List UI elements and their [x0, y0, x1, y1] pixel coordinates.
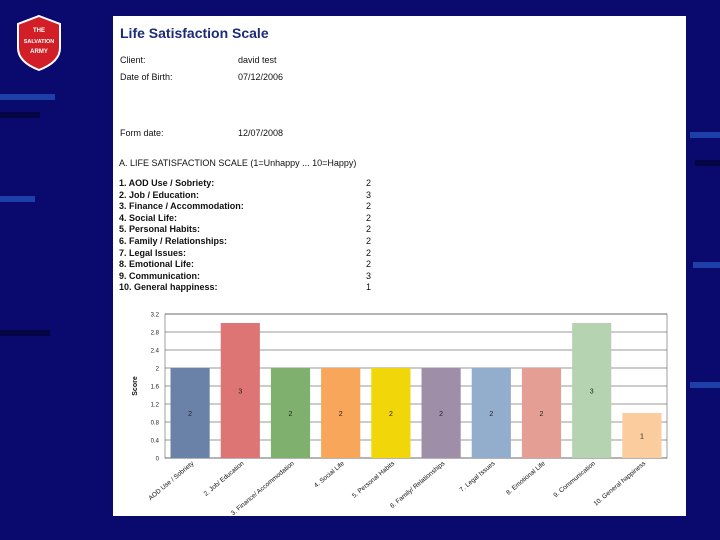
score-item-value: 2 — [366, 212, 372, 223]
dob-row: Date of Birth: 07/12/2006 — [120, 72, 283, 82]
form-date-label: Form date: — [120, 128, 164, 138]
y-tick-label: 2.4 — [151, 349, 160, 355]
bar — [220, 323, 260, 458]
score-item-value: 2 — [366, 178, 372, 188]
bar-value-label: 3 — [238, 389, 242, 396]
y-axis-label: Score — [132, 376, 139, 396]
bar-value-label: 2 — [489, 411, 493, 418]
bar — [170, 368, 210, 458]
x-tick-label: 2. Job/ Education — [203, 460, 246, 498]
score-item-value: 2 — [366, 236, 372, 246]
score-item-label: 8. Emotional Life: — [119, 259, 195, 270]
x-tick-label: 10. General happiness — [593, 460, 648, 508]
bar-value-label: 1 — [640, 434, 644, 441]
y-tick-label: 2.8 — [151, 331, 160, 337]
x-tick-label: 6. Family/ Relationships — [389, 460, 447, 510]
client-label: Client: — [120, 55, 146, 65]
score-item-label: 1. AOD Use / Sobriety: — [119, 178, 215, 188]
y-tick-label: 0.8 — [151, 421, 160, 427]
y-tick-label: 2 — [156, 367, 160, 373]
logo-line-2: SALVATION — [24, 39, 55, 45]
bar — [270, 368, 311, 458]
form-date-value: 12/07/2008 — [238, 128, 284, 138]
page-title: Life Satisfaction Scale — [120, 25, 269, 41]
x-tick-label-text: 4. Social Life — [313, 460, 346, 490]
client-value: david test — [238, 55, 277, 65]
document-page: Life Satisfaction Scale Client: david te… — [113, 16, 686, 516]
score-item-label: 6. Family / Relationships: — [119, 236, 228, 246]
dob-value: 07/12/2006 — [238, 72, 284, 82]
salvation-army-logo: THE SALVATION ARMY — [17, 14, 61, 72]
logo-line-3: ARMY — [30, 49, 48, 55]
bar — [321, 368, 361, 458]
section-title: A. LIFE SATISFACTION SCALE (1=Unhappy ..… — [119, 158, 357, 168]
bar — [421, 368, 461, 458]
x-tick-label-text: AOD Use / Sobriety — [147, 460, 196, 502]
bar-value-label: 2 — [389, 411, 393, 418]
x-tick-label-text: 7. Legal Issues — [459, 460, 498, 494]
score-item-label: 3. Finance / Accommodation: — [119, 201, 244, 212]
x-tick-label-text: 6. Family/ Relationships — [389, 460, 447, 510]
score-item-value: 2 — [366, 224, 372, 235]
x-tick-label: 8. Emotional Life — [505, 460, 547, 497]
score-item-label: 7. Legal Issues: — [119, 247, 187, 258]
score-item-label: 10. General happiness: — [119, 282, 218, 293]
bar-value-label: 2 — [289, 411, 293, 418]
x-tick-label: 9. Communication — [552, 460, 597, 499]
y-tick-label: 1.2 — [151, 403, 160, 409]
score-item-label: 2. Job / Education: — [119, 189, 200, 200]
score-item-value: 3 — [366, 189, 372, 200]
x-tick-label: AOD Use / Sobriety — [147, 460, 196, 502]
bar-value-label: 2 — [540, 411, 544, 418]
score-item-value: 1 — [366, 282, 372, 293]
score-item-value: 3 — [366, 270, 372, 281]
score-item-label: 5. Personal Habits: — [119, 224, 201, 235]
bar — [471, 368, 511, 458]
bar — [521, 368, 562, 458]
x-tick-label-text: 9. Communication — [552, 460, 597, 499]
y-tick-label: 1.6 — [151, 385, 160, 391]
score-item-value: 2 — [366, 259, 372, 270]
x-tick-label-text: 10. General happiness — [593, 460, 648, 508]
form-date-row: Form date: 12/07/2008 — [120, 128, 283, 138]
score-item-label: 4. Social Life: — [119, 212, 178, 223]
bar-value-label: 2 — [188, 411, 192, 418]
score-bar-chart: 0 0.4 0.8 1.2 1.6 2 2.4 2.8 3.2 Score 2 AOD Use / S… — [132, 313, 668, 516]
score-item-value: 2 — [366, 201, 372, 212]
bar-value-label: 2 — [439, 411, 443, 418]
y-tick-label: 3.2 — [151, 313, 160, 319]
client-row: Client: david test — [120, 55, 277, 65]
bar-value-label: 3 — [590, 389, 594, 396]
bar — [371, 368, 411, 458]
logo-line-1: THE — [33, 28, 45, 34]
score-item-label: 9. Communication: — [119, 270, 201, 281]
x-tick-label: 7. Legal Issues — [459, 460, 498, 494]
score-item-value: 2 — [366, 247, 372, 258]
x-tick-label-text: 5. Personal Habits — [351, 460, 397, 500]
y-tick-label: 0.4 — [151, 439, 160, 445]
dob-label: Date of Birth: — [120, 72, 173, 82]
bar — [572, 323, 612, 458]
bar — [622, 413, 662, 458]
bar-value-label: 2 — [339, 411, 343, 418]
x-tick-label-text: 2. Job/ Education — [203, 460, 246, 498]
x-tick-label-text: 8. Emotional Life — [505, 460, 547, 497]
x-tick-label: 5. Personal Habits — [351, 460, 397, 500]
x-tick-label: 4. Social Life — [313, 460, 346, 490]
y-tick-label: 0 — [156, 457, 160, 463]
